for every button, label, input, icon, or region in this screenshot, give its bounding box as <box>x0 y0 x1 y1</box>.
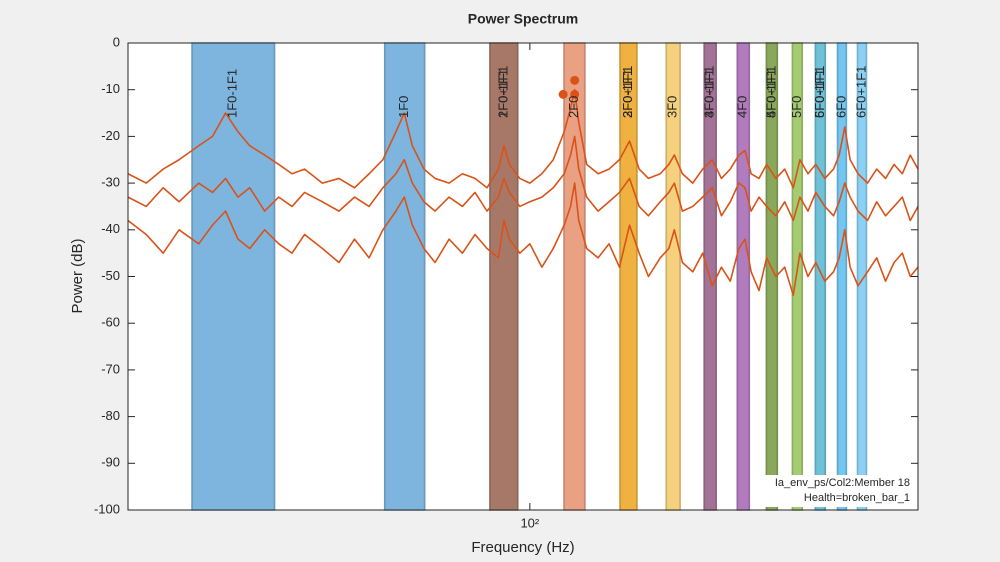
frequency-band-fill <box>858 43 866 510</box>
y-tick-label: -20 <box>101 128 120 143</box>
y-axis-label: Power (dB) <box>69 238 86 313</box>
annotation-line: Ia_env_ps/Col2:Member 18 <box>775 477 910 489</box>
y-tick-label: -70 <box>101 361 120 376</box>
annotation-line: Health=broken_bar_1 <box>804 492 910 504</box>
frequency-band-fill <box>490 43 517 510</box>
y-tick-label: -10 <box>101 81 120 96</box>
band-label: 1F0+1F1 <box>495 66 510 118</box>
y-tick-label: -40 <box>101 221 120 236</box>
peak-marker <box>570 75 580 85</box>
band-label: 1F0-1F1 <box>225 69 240 118</box>
frequency-band-fill <box>793 43 802 510</box>
frequency-band-fill <box>738 43 749 510</box>
band-label: 1F0 <box>396 96 411 118</box>
band-label: 4F0+1F1 <box>763 66 778 118</box>
peak-marker <box>570 89 580 99</box>
band-label: 5F0+1F1 <box>812 66 827 118</box>
band-label: 6F0+1F1 <box>853 66 868 118</box>
y-tick-label: -30 <box>101 175 120 190</box>
frequency-band-fill <box>767 43 777 510</box>
y-tick-label: -100 <box>94 501 120 516</box>
frequency-band-fill <box>385 43 424 510</box>
frequency-band-fill <box>667 43 680 510</box>
band-label: 2F0+1F1 <box>620 66 635 118</box>
y-tick-label: -80 <box>101 408 120 423</box>
annotation-box <box>755 475 915 507</box>
bands <box>191 42 868 511</box>
frequency-band-fill <box>816 43 825 510</box>
band-label: 3F0 <box>665 96 680 118</box>
band-label: 3F0+1F1 <box>702 66 717 118</box>
band-label: 2F0-1F1 <box>495 69 510 118</box>
spectrum-line <box>127 135 919 222</box>
x-tick-label: 10² <box>520 515 539 530</box>
y-tick-label: -50 <box>101 268 120 283</box>
band-label: 2F0 <box>566 96 581 118</box>
peak-marker <box>558 89 568 99</box>
frequency-band-fill <box>838 43 846 510</box>
band-label: 4F0-1F1 <box>702 69 717 118</box>
chart-title: Power Spectrum <box>468 11 578 27</box>
band-label: 5F0 <box>789 96 804 118</box>
y-tick-label: -90 <box>101 455 120 470</box>
lines <box>127 75 919 296</box>
band-label: 3F0-1F1 <box>620 69 635 118</box>
x-axis-label: Frequency (Hz) <box>471 539 574 556</box>
frequency-band-fill <box>621 43 636 510</box>
spectrum-line <box>127 182 919 296</box>
band-label: 6F0 <box>833 96 848 118</box>
band-label: 5F0-1F1 <box>763 69 778 118</box>
spectrum-line <box>127 88 919 189</box>
y-tick-label: 0 <box>113 34 120 49</box>
band-label: 6F0-1F1 <box>812 69 827 118</box>
y-tick-label: -60 <box>101 315 120 330</box>
band-label: 4F0 <box>735 96 750 118</box>
frequency-band-fill <box>193 43 274 510</box>
